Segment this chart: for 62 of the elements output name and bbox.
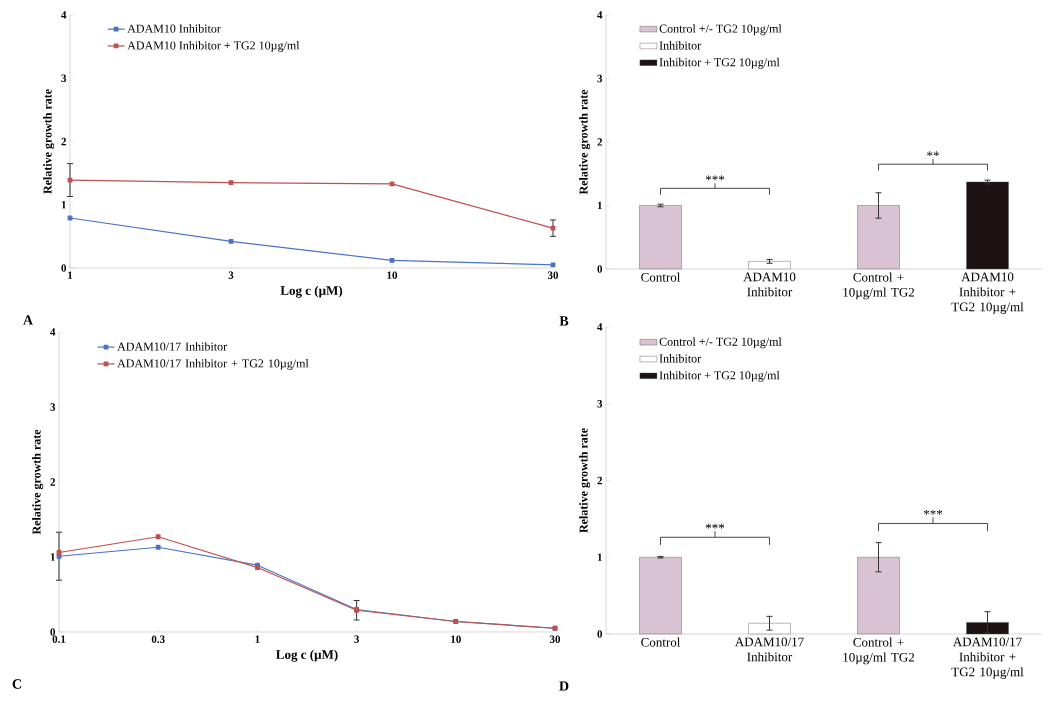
x-tick-label: 3	[354, 635, 359, 643]
y-tick-label: 0	[597, 265, 603, 273]
x-tick-label: Control	[641, 272, 681, 282]
x-tick-label: ADAM10 Inhibitor	[743, 272, 796, 297]
y-tick-label: 1	[597, 201, 602, 210]
y-axis-title: Relative growth rate	[43, 89, 55, 194]
y-tick-label: 0	[61, 264, 67, 272]
x-tick-label: 10	[451, 635, 461, 643]
legend-label: Inhibitor + TG2 10µg/ml	[659, 57, 780, 69]
legend-label: ADAM10 Inhibitor	[127, 24, 221, 33]
y-axis-title: Relative growth rate	[579, 89, 591, 195]
x-tick-label: Control	[641, 637, 681, 647]
x-tick-label: 3	[228, 271, 234, 279]
x-tick-label: 1	[255, 635, 260, 643]
y-tick-label: 2	[50, 478, 56, 486]
y-tick-label: 1	[61, 201, 66, 209]
x-tick-label: 10	[387, 271, 398, 279]
y-tick-label: 0	[597, 630, 603, 638]
legend-label: Inhibitor	[659, 354, 702, 363]
y-tick-label: 3	[597, 74, 603, 83]
legend-label: Control +/- TG2 10µg/ml	[659, 337, 782, 349]
text: D	[559, 681, 569, 691]
annotation: ***	[705, 523, 725, 529]
y-tick-label: 3	[597, 400, 603, 408]
y-tick-label: 4	[61, 11, 67, 19]
annotation: **	[927, 151, 939, 157]
y-tick-label: 1	[597, 553, 602, 561]
y-tick-label: 3	[61, 74, 67, 82]
x-tick-label: 1	[68, 271, 73, 279]
y-tick-label: 4	[597, 323, 603, 331]
annotation: ***	[705, 175, 725, 181]
text: C	[12, 679, 21, 689]
y-axis-title: Relative growth rate	[579, 428, 591, 533]
y-tick-label: 1	[50, 553, 55, 561]
y-tick-label: 2	[597, 476, 603, 485]
legend-label: ADAM10 Inhibitor + TG2 10µg/ml	[127, 41, 300, 52]
legend-label: Inhibitor	[659, 41, 702, 50]
y-axis-title: Relative growth rate	[32, 429, 44, 535]
x-tick-label: 0.3	[151, 635, 165, 643]
x-tick-label: Control + 10µg/ml TG2	[843, 637, 915, 665]
y-tick-label: 2	[597, 138, 603, 146]
text: A	[23, 315, 33, 325]
legend-label: ADAM10/17 Inhibitor + TG2 10µg/ml	[117, 358, 309, 370]
annotation: ***	[923, 509, 943, 515]
x-tick-label: ADAM10/17 Inhibitor + TG2 10µg/ml	[951, 637, 1024, 679]
legend-label: Inhibitor + TG2 10µg/ml	[659, 370, 780, 382]
y-tick-label: 4	[597, 11, 603, 19]
legend-label: Control +/- TG2 10µg/ml	[659, 24, 782, 36]
y-tick-label: 0	[50, 628, 56, 636]
x-tick-label: ADAM10/17 Inhibitor	[734, 637, 804, 662]
y-tick-label: 3	[50, 403, 56, 411]
x-tick-label: Control + 10µg/ml TG2	[843, 272, 915, 300]
y-tick-label: 4	[50, 328, 56, 336]
x-tick-label: 30	[547, 271, 559, 279]
x-tick-label: 0.1	[52, 635, 66, 643]
y-tick-label: 2	[61, 137, 67, 146]
x-tick-label: ADAM10 Inhibitor + TG2 10µg/ml	[951, 272, 1024, 314]
x-axis-title: Log c (µM)	[280, 285, 343, 298]
x-tick-label: 30	[549, 635, 561, 643]
x-axis-title: Log c (µM)	[276, 649, 338, 662]
text: B	[559, 316, 569, 326]
legend-label: ADAM10/17 Inhibitor	[117, 342, 228, 351]
